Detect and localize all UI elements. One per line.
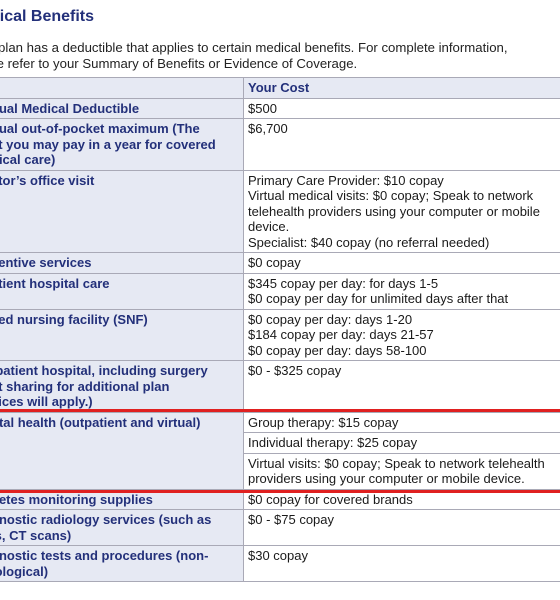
benefit-cost-line: providers using your computer or mobile … <box>248 471 525 486</box>
benefit-cost-line: $0 copay per day: days 1-20 <box>248 311 413 327</box>
benefit-cost: Individual therapy: $25 copay <box>243 432 560 454</box>
benefit-label-line: nual Medical Deductible <box>0 100 140 116</box>
benefit-label: lled nursing facility (SNF) <box>0 308 244 361</box>
benefit-cost: Virtual visits: $0 copay; Speak to netwo… <box>243 452 560 490</box>
benefit-cost-line: Specialist: $40 copay (no referral neede… <box>248 234 490 250</box>
header-blank-cell <box>0 77 244 99</box>
benefit-cost-line: $0 copay for covered brands <box>248 491 413 507</box>
benefit-cost-line: $0 copay per day for unlimited days afte… <box>248 291 509 306</box>
highlight-line-top <box>0 409 560 412</box>
header-your-cost: Your Cost <box>243 77 560 99</box>
table-row: lled nursing facility (SNF) $0 copay per … <box>0 308 560 361</box>
benefit-label-line: st sharing for additional plan <box>0 378 170 394</box>
benefit-cost-line: $6,700 <box>248 121 288 136</box>
table-header-row: Your Cost <box>0 77 560 99</box>
intro-text: r plan has a deductible that applies to … <box>0 40 560 72</box>
benefit-label-line: ventive services <box>0 255 92 270</box>
benefit-label-line: ntal health (outpatient and virtual) <box>0 414 201 430</box>
table-row: tpatient hospital, including surgery st s… <box>0 360 560 413</box>
table-row: gnostic radiology services (such asls, C… <box>0 509 560 546</box>
benefit-label: gnostic radiology services (such asls, C… <box>0 509 244 546</box>
section-title: dical Benefits <box>0 8 95 25</box>
benefit-cost: $500 <box>243 97 560 119</box>
benefit-cost-line: $30 copay <box>248 548 308 563</box>
benefit-label: atient hospital care <box>0 272 244 310</box>
benefit-cost-line: device. <box>248 219 290 234</box>
table-row: gnostic tests and procedures (non-iologi… <box>0 545 560 582</box>
table-row: ventive services $0 copay <box>0 252 560 274</box>
benefit-cost-line: Virtual medical visits: $0 copay; Speak … <box>248 188 534 203</box>
benefit-label-line: dical care) <box>0 152 56 167</box>
benefit-cost-line: Individual therapy: $25 copay <box>248 435 418 450</box>
benefit-label-line: gnostic radiology services (such as <box>0 512 212 527</box>
table-row: Individual therapy: $25 copay <box>0 432 560 454</box>
benefit-label: nual Medical Deductible <box>0 97 244 119</box>
benefit-cost-line: $0 copay per day: days 58-100 <box>248 342 427 358</box>
benefit-cost: $345 copay per day: for days 1-5 $0 copay… <box>243 272 560 310</box>
benefit-label-line: st you may pay in a year for covered <box>0 136 216 152</box>
benefit-label: ntal health (outpatient and virtual) <box>0 411 244 490</box>
benefit-label-line: vices will apply.) <box>0 394 93 409</box>
table-row: atient hospital care $345 copay per day: … <box>0 272 560 310</box>
benefit-label-line: gnostic tests and procedures (non- <box>0 548 209 563</box>
benefit-cost-line: $500 <box>248 100 277 116</box>
table-row: nual Medical Deductible $500 <box>0 97 560 119</box>
benefit-label-line: atient hospital care <box>0 275 110 291</box>
table-row: nual out-of-pocket maximum (The st you ma… <box>0 118 560 171</box>
benefit-cost-line: $0 copay <box>248 255 301 270</box>
benefit-cost-line: $184 copay per day: days 21-57 <box>248 327 434 342</box>
benefit-cost-line: $0 - $325 copay <box>248 363 342 378</box>
table-row: ntal health (outpatient and virtual) Grou… <box>0 411 560 490</box>
benefit-label-line: tpatient hospital, including surgery <box>0 363 208 378</box>
benefit-cost: $0 - $325 copay <box>243 360 560 413</box>
benefit-cost-line: telehealth providers using your computer… <box>248 203 540 219</box>
benefit-label-line: iological) <box>0 563 49 579</box>
benefit-label: ventive services <box>0 252 244 274</box>
benefit-cost: $6,700 <box>243 118 560 171</box>
benefit-label-line: ctor’s office visit <box>0 172 95 188</box>
intro-line: se refer to your Summary of Benefits or … <box>0 56 358 71</box>
benefit-label: nual out-of-pocket maximum (The st you ma… <box>0 118 244 171</box>
benefit-cost: $0 copay <box>243 252 560 274</box>
benefit-cost-line: Virtual visits: $0 copay; Speak to netwo… <box>248 455 545 471</box>
benefit-label: betes monitoring supplies <box>0 488 244 510</box>
benefit-cost: $30 copay <box>243 545 560 582</box>
benefit-cost-line: Group therapy: $15 copay <box>248 414 399 430</box>
benefit-cost: Primary Care Provider: $10 copay Virtual … <box>243 169 560 253</box>
benefit-cost: Group therapy: $15 copay <box>243 411 560 433</box>
benefit-cost-line: $345 copay per day: for days 1-5 <box>248 275 439 291</box>
benefit-label-line: betes monitoring supplies <box>0 491 153 507</box>
highlight-line-bottom <box>0 490 560 493</box>
benefit-label: tpatient hospital, including surgery st s… <box>0 360 244 413</box>
intro-line: r plan has a deductible that applies to … <box>0 40 508 55</box>
table-row: Virtual visits: $0 copay; Speak to netwo… <box>0 452 560 490</box>
benefit-cost-line: Primary Care Provider: $10 copay <box>248 172 444 188</box>
benefit-label: ctor’s office visit <box>0 169 244 253</box>
benefit-cost-line: $0 - $75 copay <box>248 512 335 527</box>
benefit-label-line: ls, CT scans) <box>0 527 72 543</box>
benefit-label-line: lled nursing facility (SNF) <box>0 311 148 327</box>
benefit-label: gnostic tests and procedures (non-iologi… <box>0 545 244 582</box>
benefit-cost: $0 copay per day: days 1-20 $184 copay pe… <box>243 308 560 361</box>
benefit-cost: $0 - $75 copay <box>243 509 560 546</box>
benefits-table: Your Cost nual Medical Deductible $500 nua… <box>0 77 560 582</box>
table-row: ctor’s office visit Primary Care Provider… <box>0 169 560 253</box>
benefit-label-line: nual out-of-pocket maximum (The <box>0 121 200 136</box>
